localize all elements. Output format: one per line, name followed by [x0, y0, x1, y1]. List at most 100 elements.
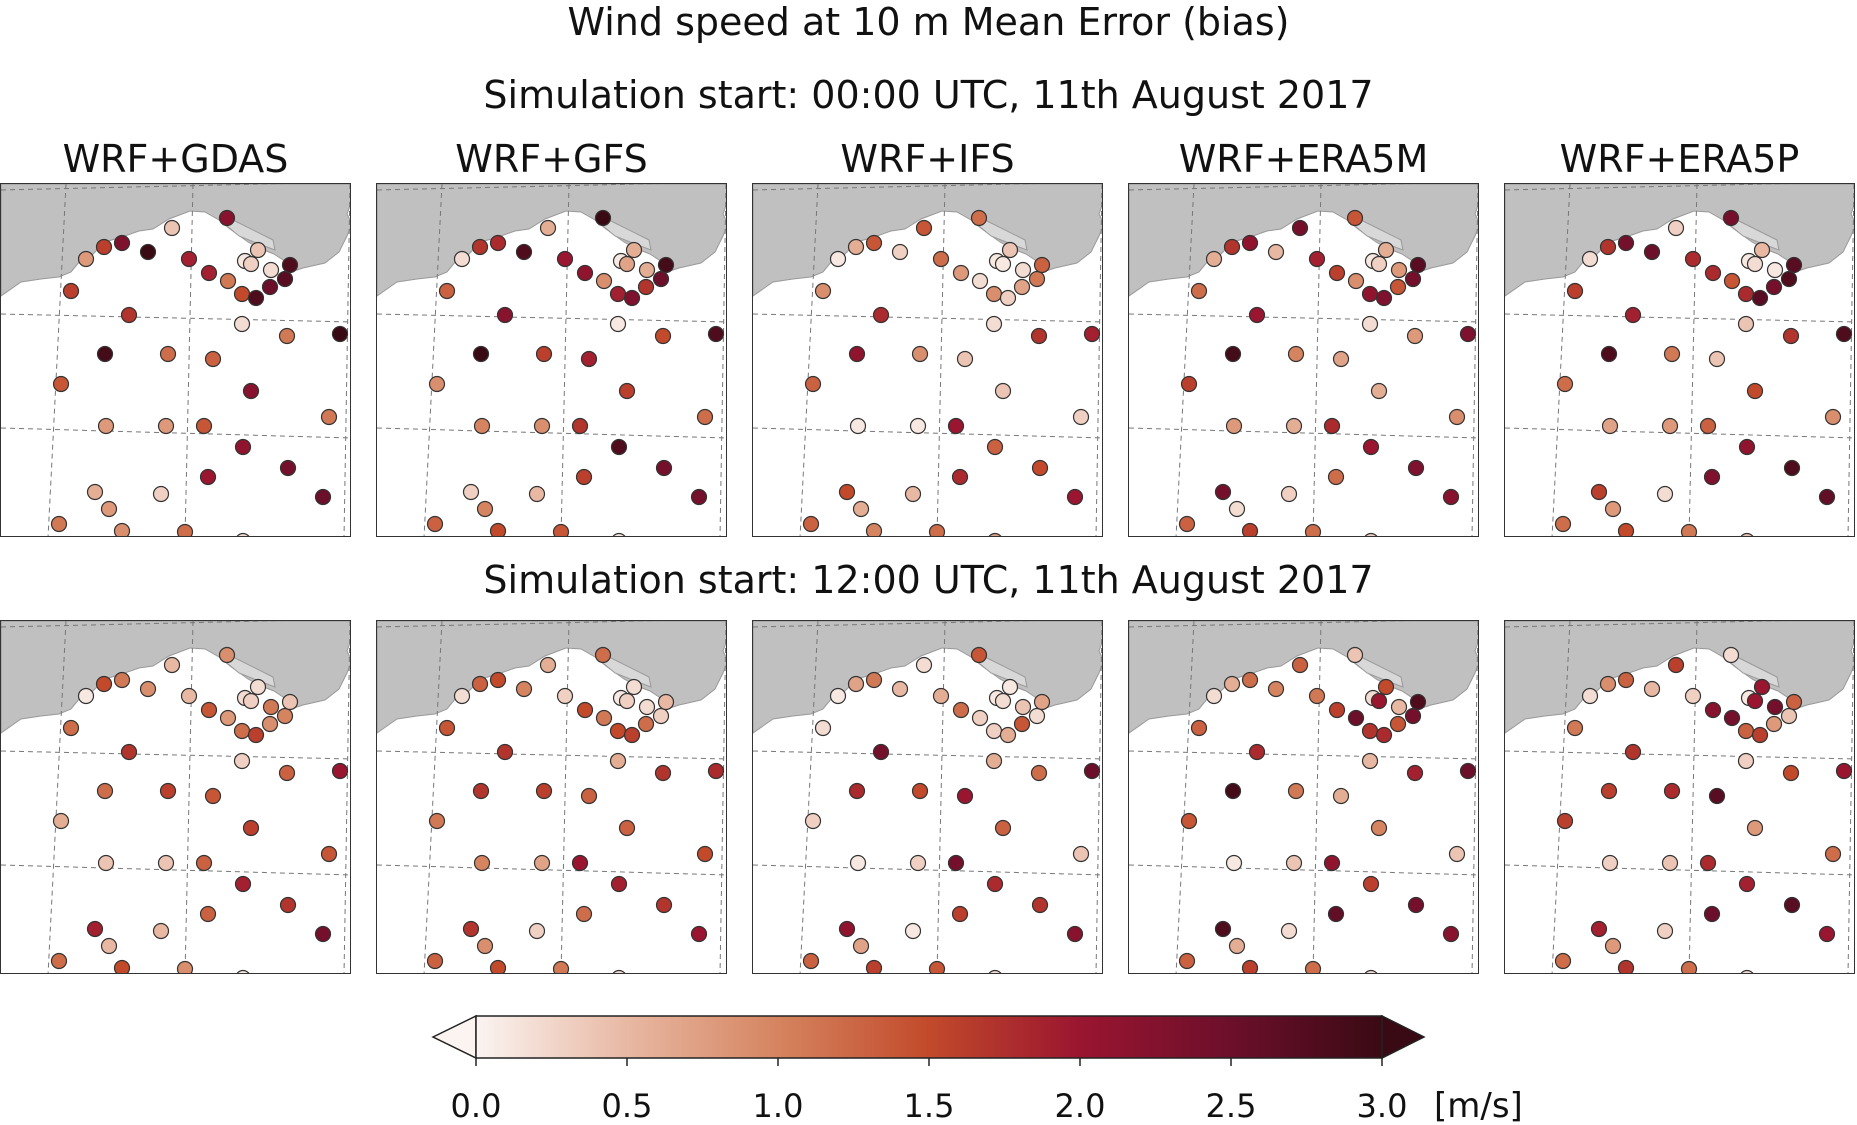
station-marker	[1617, 234, 1635, 252]
station-marker	[1190, 719, 1208, 737]
station-marker	[1390, 261, 1408, 279]
station-marker	[594, 646, 612, 664]
graticule-line	[753, 864, 1102, 876]
station-marker	[655, 896, 673, 914]
station-marker	[909, 417, 927, 435]
station-marker	[609, 722, 627, 740]
station-marker	[50, 515, 68, 533]
station-marker	[1723, 709, 1741, 727]
station-marker	[1362, 875, 1380, 893]
station-marker	[1327, 468, 1345, 486]
station-marker	[113, 671, 131, 689]
graticule-line	[753, 750, 1102, 760]
station-marker	[1780, 707, 1798, 725]
graticule-line	[1312, 184, 1322, 536]
station-marker	[1442, 925, 1460, 943]
station-marker	[163, 219, 181, 237]
station-marker	[1704, 264, 1722, 282]
station-marker	[915, 656, 933, 674]
station-marker	[988, 532, 1002, 536]
station-marker	[320, 408, 338, 426]
station-marker	[97, 854, 115, 872]
station-marker	[1643, 680, 1661, 698]
station-marker	[1013, 278, 1031, 296]
colorbar-gradient	[475, 1015, 1383, 1059]
station-map	[753, 184, 1102, 536]
station-marker	[865, 234, 883, 252]
station-marker	[1835, 325, 1853, 343]
station-marker	[1824, 845, 1842, 863]
station-marker	[1556, 812, 1574, 830]
station-marker	[872, 743, 890, 761]
colorbar-tick-label: 3.0	[1357, 1087, 1408, 1125]
graticule-line	[1688, 621, 1698, 973]
row-title-12utc: Simulation start: 12:00 UTC, 11th August…	[483, 558, 1374, 602]
station-marker	[985, 722, 1003, 740]
station-marker	[1601, 854, 1619, 872]
station-marker	[1332, 787, 1350, 805]
station-marker	[242, 255, 260, 273]
station-marker	[1554, 515, 1572, 533]
station-marker	[428, 812, 446, 830]
station-marker	[462, 920, 480, 938]
colorbar-tick-label: 2.0	[1055, 1087, 1106, 1125]
station-marker	[891, 243, 909, 261]
station-marker	[471, 238, 489, 256]
station-marker	[848, 782, 866, 800]
station-map	[377, 621, 726, 973]
graticule-line	[1129, 427, 1478, 439]
colorbar-tick-label: 0.0	[451, 1087, 502, 1125]
station-marker	[200, 701, 218, 719]
station-marker	[1014, 261, 1032, 279]
station-marker	[528, 485, 546, 503]
station-marker	[489, 234, 507, 252]
station-marker	[986, 438, 1004, 456]
station-marker	[865, 671, 883, 689]
station-marker	[1267, 680, 1285, 698]
station-marker	[1328, 264, 1346, 282]
station-marker	[1737, 722, 1755, 740]
station-marker	[1377, 678, 1395, 696]
station-marker	[1083, 325, 1101, 343]
station-marker	[1375, 289, 1393, 307]
station-marker	[1362, 438, 1380, 456]
station-marker	[1033, 256, 1051, 274]
station-marker	[1751, 726, 1769, 744]
column-title-wrf-era5m: WRF+ERA5M	[1178, 137, 1429, 181]
station-marker	[1556, 375, 1574, 393]
graticule-line	[377, 621, 663, 628]
row-title-00utc: Simulation start: 00:00 UTC, 11th August…	[483, 73, 1374, 117]
map-panel-row2-wrf-era5p	[1504, 620, 1855, 974]
colorbar-unit: [m/s]	[1434, 1086, 1523, 1125]
station-marker	[1028, 707, 1046, 725]
station-marker	[1223, 238, 1241, 256]
station-marker	[1327, 905, 1345, 923]
station-marker	[612, 969, 626, 973]
station-marker	[96, 782, 114, 800]
station-marker	[236, 532, 250, 536]
station-marker	[829, 687, 847, 705]
station-marker	[1708, 787, 1726, 805]
station-marker	[1361, 315, 1379, 333]
graticule-line	[1129, 864, 1478, 876]
graticule-line	[753, 621, 1039, 628]
station-marker	[1361, 722, 1379, 740]
station-marker	[911, 345, 929, 363]
land-area	[1, 621, 350, 734]
station-marker	[707, 325, 725, 343]
station-marker	[233, 752, 251, 770]
graticule-line	[377, 750, 726, 760]
station-marker	[1287, 345, 1305, 363]
station-marker	[610, 438, 628, 456]
station-marker	[199, 468, 217, 486]
station-marker	[113, 234, 131, 252]
station-marker	[1738, 875, 1756, 893]
station-marker	[891, 680, 909, 698]
station-marker	[86, 483, 104, 501]
column-title-wrf-gfs: WRF+GFS	[455, 137, 648, 181]
station-marker	[911, 782, 929, 800]
station-map	[1129, 621, 1478, 973]
map-panel-row1-wrf-era5p	[1504, 183, 1855, 537]
station-marker	[571, 854, 589, 872]
station-marker	[1031, 459, 1049, 477]
